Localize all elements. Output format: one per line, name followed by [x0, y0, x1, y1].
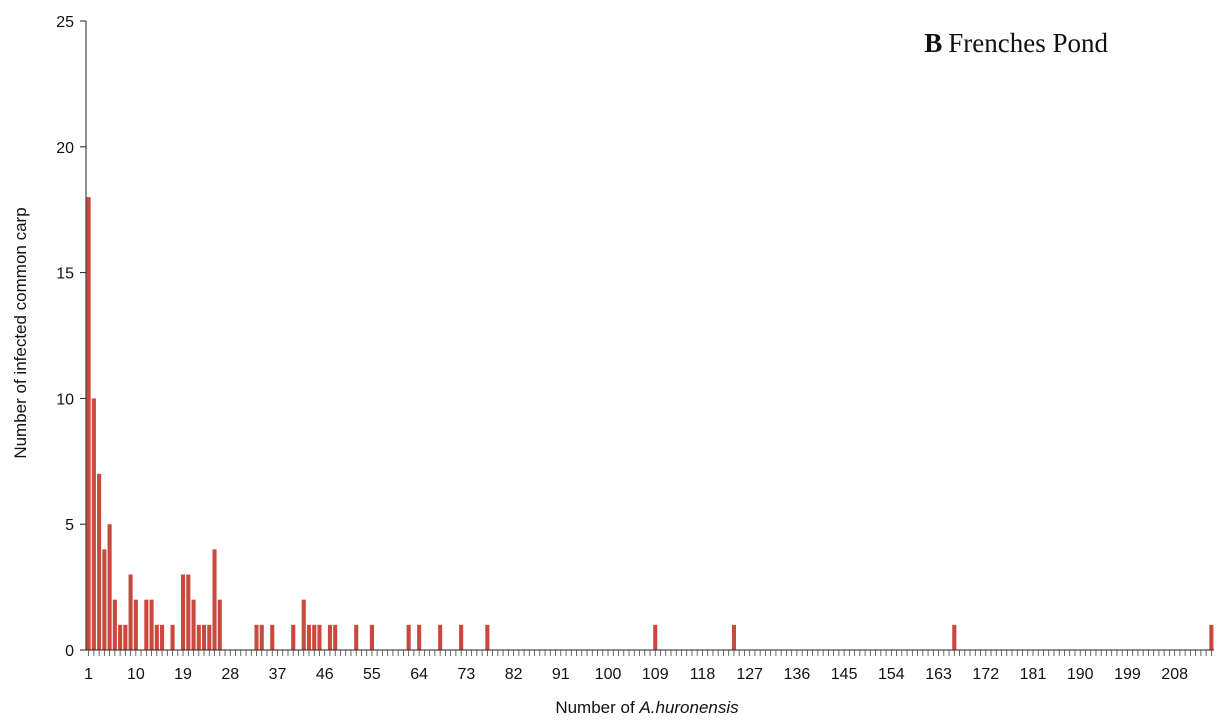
bar [306, 624, 312, 650]
bar [333, 624, 338, 650]
x-tick-label: 1 [84, 666, 93, 683]
bar [254, 624, 259, 650]
bar [301, 599, 306, 650]
bar [154, 624, 159, 650]
bar [217, 599, 222, 650]
bar [327, 624, 333, 650]
panel-title-text: Frenches Pond [948, 28, 1108, 58]
bar [317, 624, 322, 650]
bar [186, 574, 191, 650]
x-axis-title: Number of A.huronensis [555, 698, 739, 717]
bar [191, 599, 196, 650]
axes [85, 21, 1214, 651]
x-tick-label: 181 [1020, 666, 1047, 683]
panel-letter: B [924, 28, 942, 58]
y-tick-label: 0 [65, 643, 74, 660]
bar [128, 574, 133, 650]
x-tick-label: 145 [831, 666, 858, 683]
x-tick-label: 100 [595, 666, 622, 683]
bar [291, 624, 296, 650]
bar [369, 624, 374, 650]
bar [417, 624, 422, 650]
bar [196, 624, 201, 650]
bar [212, 549, 217, 650]
x-tick-label: 172 [972, 666, 999, 683]
bar [952, 624, 957, 650]
bar [259, 624, 264, 650]
bar [144, 599, 149, 650]
bar [97, 473, 102, 650]
bar [270, 624, 275, 650]
bar [170, 624, 175, 650]
bar [731, 624, 736, 650]
y-axis-title: Number of infected common carp [11, 207, 30, 458]
x-tick-label: 163 [925, 666, 952, 683]
bar [406, 624, 411, 650]
x-ticks: 1 10 19 28 37 46 55 64 73 82 91 100 109 118 127 136 145 1… [84, 650, 1212, 683]
x-tick-label: 10 [127, 666, 145, 683]
x-tick-label: 73 [457, 666, 475, 683]
bar [102, 549, 107, 650]
bar [112, 599, 117, 650]
x-axis-title-prefix: Number of [555, 698, 639, 717]
x-tick-label: 37 [269, 666, 287, 683]
bar [1209, 624, 1214, 650]
bar [202, 624, 207, 650]
bar [312, 624, 317, 650]
x-tick-label: 28 [221, 666, 239, 683]
x-tick-label: 190 [1067, 666, 1094, 683]
x-tick-label: 64 [410, 666, 428, 683]
bar [133, 599, 138, 650]
bar [160, 624, 165, 650]
y-tick-label: 5 [65, 517, 74, 534]
x-axis-title-species: A.huronensis [638, 698, 739, 717]
x-tick-label: 127 [736, 666, 763, 683]
bars [86, 197, 1214, 650]
bar [354, 624, 359, 650]
x-tick-label: 154 [878, 666, 905, 683]
bar [181, 574, 186, 650]
y-ticks: 0 5 10 15 20 25 [56, 14, 86, 660]
y-tick-label: 15 [56, 266, 74, 283]
x-tick-label: 91 [552, 666, 570, 683]
bar [91, 398, 96, 650]
bar [485, 624, 490, 650]
y-tick-label: 10 [56, 391, 74, 408]
bar [86, 197, 91, 650]
x-tick-label: 118 [690, 666, 716, 683]
x-tick-label: 136 [784, 666, 811, 683]
bar [438, 624, 443, 650]
bar [459, 624, 464, 650]
bar [207, 624, 212, 650]
x-tick-label: 19 [174, 666, 192, 683]
x-tick-label: 82 [505, 666, 523, 683]
x-tick-label: 199 [1114, 666, 1141, 683]
bar [107, 524, 112, 650]
panel-title: B Frenches Pond [924, 28, 1108, 58]
bar [118, 624, 123, 650]
x-tick-label: 55 [363, 666, 381, 683]
bar [123, 624, 128, 650]
bar [149, 599, 154, 650]
x-tick-label: 109 [642, 666, 669, 683]
bar [653, 624, 658, 650]
x-tick-label: 208 [1161, 666, 1188, 683]
x-tick-label: 46 [316, 666, 334, 683]
y-tick-label: 20 [56, 140, 74, 157]
y-tick-label: 25 [56, 14, 74, 31]
